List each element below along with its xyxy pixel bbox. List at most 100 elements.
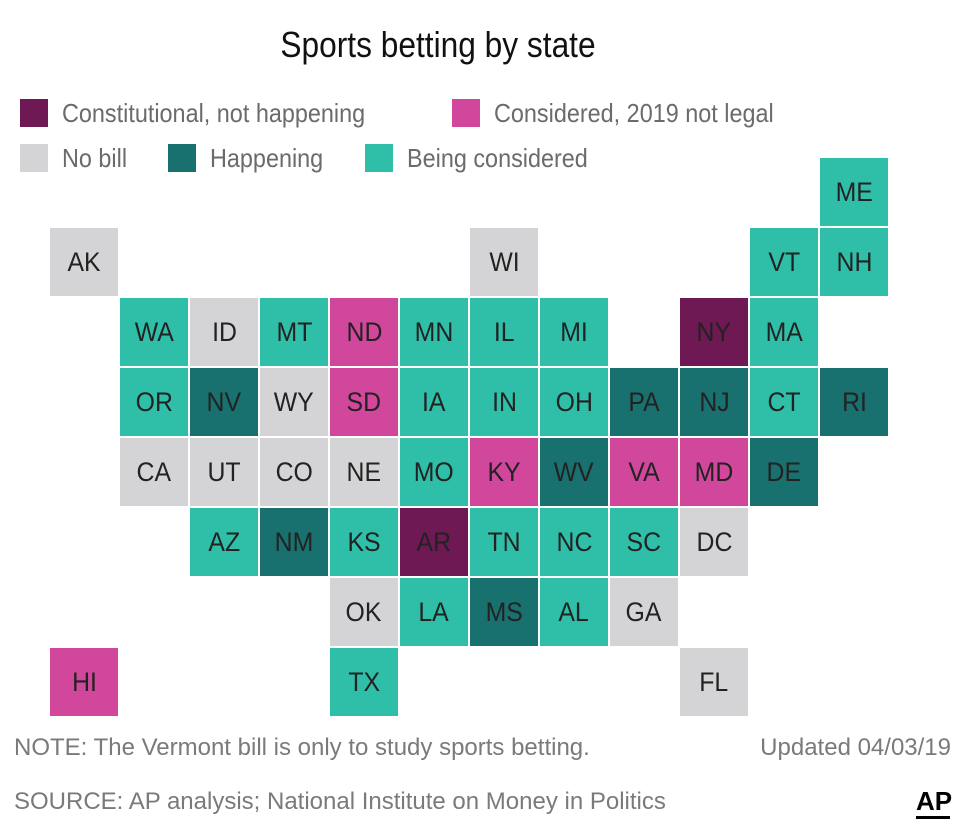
ap-logo-underline <box>916 816 950 819</box>
state-label: CO <box>275 456 313 487</box>
state-tile-mo: MO <box>400 438 468 506</box>
state-label: WV <box>553 456 595 487</box>
state-label: AK <box>67 246 101 277</box>
state-tile-ny: NY <box>680 298 748 366</box>
state-tile-ia: IA <box>400 368 468 436</box>
state-label: ME <box>835 176 873 207</box>
state-tile-wv: WV <box>540 438 608 506</box>
state-tile-ct: CT <box>750 368 818 436</box>
state-label: MT <box>276 316 312 347</box>
state-label: DE <box>766 456 802 487</box>
state-tile-va: VA <box>610 438 678 506</box>
legend-item-happening: Happening <box>168 143 336 173</box>
state-label: IN <box>491 386 517 417</box>
state-label: WY <box>273 386 315 417</box>
state-tile-mn: MN <box>400 298 468 366</box>
legend-label-no-bill: No bill <box>62 142 128 173</box>
state-label: WI <box>488 246 520 277</box>
state-label: RI <box>841 386 867 417</box>
state-label: ND <box>346 316 382 347</box>
state-tile-ok: OK <box>330 578 398 646</box>
state-label: NJ <box>698 386 730 417</box>
state-label: UT <box>207 456 241 487</box>
state-tile-ga: GA <box>610 578 678 646</box>
map-title: Sports betting by state <box>280 24 596 65</box>
state-tile-tx: TX <box>330 648 398 716</box>
state-label: MS <box>485 596 523 627</box>
state-tile-mt: MT <box>260 298 328 366</box>
state-label: MI <box>560 316 588 347</box>
state-label: VT <box>768 246 800 277</box>
state-tile-in: IN <box>470 368 538 436</box>
state-label: MD <box>694 456 734 487</box>
legend-item-constitutional: Constitutional, not happening <box>20 98 399 128</box>
state-tile-ca: CA <box>120 438 188 506</box>
state-tile-ks: KS <box>330 508 398 576</box>
state-tile-or: OR <box>120 368 188 436</box>
legend-item-no-bill: No bill <box>20 143 134 173</box>
state-tile-il: IL <box>470 298 538 366</box>
state-label: SC <box>626 526 662 557</box>
state-label: AL <box>558 596 590 627</box>
legend-swatch-being-considered <box>365 144 393 172</box>
state-tile-ky: KY <box>470 438 538 506</box>
state-label: CA <box>136 456 172 487</box>
state-tile-ne: NE <box>330 438 398 506</box>
state-tile-la: LA <box>400 578 468 646</box>
state-label: CT <box>767 386 801 417</box>
state-label: WA <box>134 316 174 347</box>
state-tile-nd: ND <box>330 298 398 366</box>
state-label: PA <box>628 386 660 417</box>
state-label: OK <box>346 596 382 627</box>
state-label: TX <box>348 666 380 697</box>
state-label: AR <box>416 526 452 557</box>
state-tile-nh: NH <box>820 228 888 296</box>
state-label: HI <box>71 666 97 697</box>
state-tile-ms: MS <box>470 578 538 646</box>
state-label: KY <box>487 456 521 487</box>
legend-swatch-no-bill <box>20 144 48 172</box>
state-tile-ma: MA <box>750 298 818 366</box>
state-tile-co: CO <box>260 438 328 506</box>
state-tile-oh: OH <box>540 368 608 436</box>
state-tile-mi: MI <box>540 298 608 366</box>
state-tile-pa: PA <box>610 368 678 436</box>
legend-label-constitutional: Constitutional, not happening <box>62 97 366 128</box>
footnote: NOTE: The Vermont bill is only to study … <box>14 734 590 761</box>
state-label: LA <box>418 596 450 627</box>
state-label: DC <box>696 526 732 557</box>
ap-logo: AP <box>915 786 953 816</box>
state-tile-de: DE <box>750 438 818 506</box>
updated-date: Updated 04/03/19 <box>760 734 951 761</box>
state-label: IA <box>422 386 446 417</box>
state-tile-sd: SD <box>330 368 398 436</box>
state-tile-wa: WA <box>120 298 188 366</box>
legend-swatch-considered-not-legal <box>452 99 480 127</box>
state-label: OH <box>555 386 593 417</box>
legend-label-considered-not-legal: Considered, 2019 not legal <box>494 97 774 128</box>
state-tile-ak: AK <box>50 228 118 296</box>
state-label: SD <box>346 386 382 417</box>
state-label: OR <box>135 386 173 417</box>
state-tile-fl: FL <box>680 648 748 716</box>
state-tile-hi: HI <box>50 648 118 716</box>
state-tile-wi: WI <box>470 228 538 296</box>
state-label: FL <box>699 666 729 697</box>
state-label: IL <box>493 316 515 347</box>
state-label: MA <box>765 316 803 347</box>
state-label: NC <box>556 526 592 557</box>
state-tile-nm: NM <box>260 508 328 576</box>
state-label: NM <box>274 526 314 557</box>
state-tile-ri: RI <box>820 368 888 436</box>
state-tile-nc: NC <box>540 508 608 576</box>
state-tile-tn: TN <box>470 508 538 576</box>
state-tile-id: ID <box>190 298 258 366</box>
legend-item-considered-not-legal: Considered, 2019 not legal <box>452 98 805 128</box>
state-tile-nj: NJ <box>680 368 748 436</box>
state-label: NH <box>836 246 872 277</box>
state-tile-al: AL <box>540 578 608 646</box>
legend-item-being-considered: Being considered <box>365 143 608 173</box>
state-tile-wy: WY <box>260 368 328 436</box>
state-tile-dc: DC <box>680 508 748 576</box>
state-label: GA <box>626 596 662 627</box>
